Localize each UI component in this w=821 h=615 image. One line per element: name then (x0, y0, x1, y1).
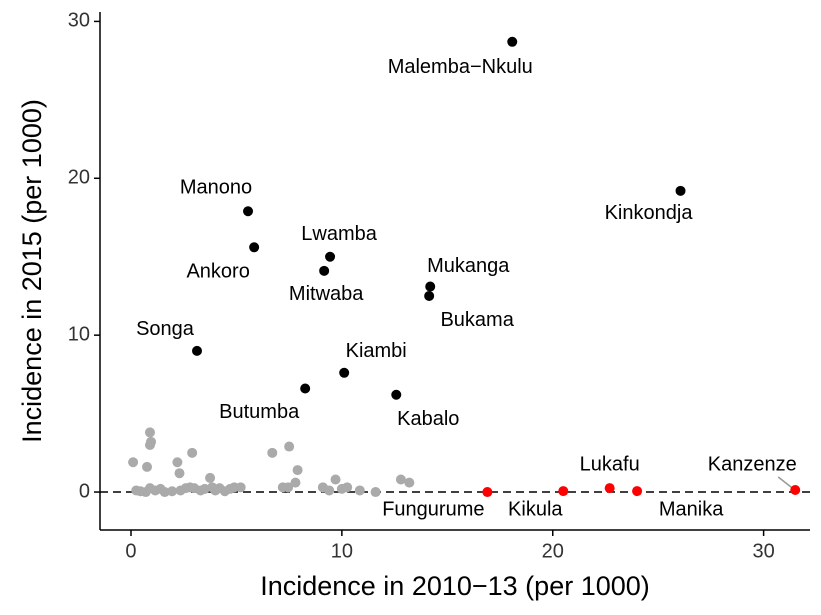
point (370, 487, 381, 498)
point (319, 265, 330, 276)
point (284, 441, 295, 452)
point (235, 482, 246, 493)
point (404, 477, 415, 488)
point (292, 465, 303, 476)
x-tick-label: 10 (331, 540, 353, 562)
point-label: Mitwaba (289, 283, 364, 305)
point (128, 457, 139, 468)
point-label: Kikula (508, 498, 563, 520)
point-label: Malemba−Nkulu (388, 56, 533, 78)
point (425, 281, 436, 292)
point (267, 447, 278, 458)
point-label: Kanzenze (708, 453, 797, 475)
x-tick-label: 0 (125, 540, 136, 562)
point (290, 477, 301, 488)
y-tick-label: 0 (79, 480, 90, 502)
point (249, 242, 260, 253)
point (675, 185, 686, 196)
label-leader (777, 476, 793, 489)
point (172, 457, 183, 468)
point (243, 206, 254, 217)
point-label: Lwamba (301, 223, 377, 245)
point-label: Lukafu (580, 453, 640, 475)
y-tick-label: 30 (68, 10, 90, 32)
point (142, 461, 153, 472)
point (159, 487, 170, 498)
y-tick-label: 10 (68, 323, 90, 345)
point (205, 472, 216, 483)
point (482, 487, 493, 498)
point-label: Mukanga (427, 255, 510, 277)
point (167, 486, 178, 497)
point-label: Kiambi (346, 340, 407, 362)
point (342, 482, 353, 493)
point (144, 439, 155, 450)
x-tick-label: 20 (542, 540, 564, 562)
y-axis-title: Incidence in 2015 (per 1000) (17, 99, 47, 443)
x-axis-title: Incidence in 2010−13 (per 1000) (260, 571, 650, 601)
y-tick-label: 20 (68, 167, 90, 189)
point (354, 485, 365, 496)
point-label: Manono (180, 177, 252, 199)
point-label: Bukama (440, 309, 514, 331)
point (300, 383, 311, 394)
point (507, 36, 518, 47)
point (558, 486, 569, 497)
point (604, 483, 615, 494)
point-label: Fungurume (382, 498, 484, 520)
point-label: Kabalo (397, 408, 459, 430)
point (325, 251, 336, 262)
point (324, 485, 335, 496)
point-label: Songa (136, 318, 195, 340)
point (187, 447, 198, 458)
point (395, 474, 406, 485)
point (283, 482, 294, 493)
x-tick-label: 30 (752, 540, 774, 562)
point (790, 484, 801, 495)
point (330, 474, 341, 485)
point-label: Manika (659, 498, 724, 520)
point (632, 486, 643, 497)
point (391, 389, 402, 400)
point-label: Ankoro (186, 261, 249, 283)
point (144, 427, 155, 438)
point-label: Kinkondja (605, 202, 694, 224)
point (339, 367, 350, 378)
point (424, 290, 435, 301)
point-label: Butumba (219, 401, 300, 423)
point (174, 468, 185, 479)
point (192, 345, 203, 356)
